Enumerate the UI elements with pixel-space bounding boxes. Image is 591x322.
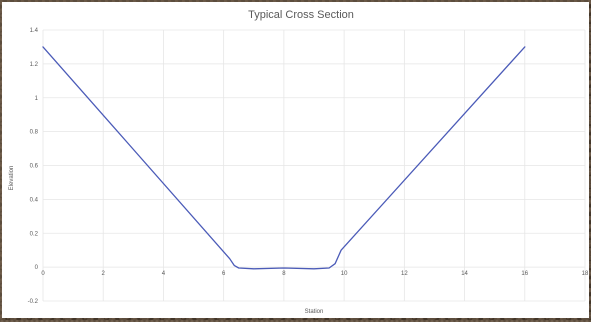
x-axis-title: Station: [305, 309, 324, 315]
x-tick-label: 8: [282, 271, 286, 277]
y-tick-label: 0.8: [30, 130, 39, 136]
x-tick-label: 2: [102, 271, 106, 277]
y-axis-title: Elevation: [9, 166, 15, 191]
x-tick-label: 14: [461, 271, 468, 277]
y-tick-label: 1: [35, 96, 39, 102]
cross-section-chart: -0.200.20.40.60.811.21.40 2 4 6 8 10 12 14 16 18 …: [2, 2, 589, 318]
x-tick-label: 10: [341, 271, 348, 277]
y-tick-label: 0.2: [30, 231, 39, 237]
x-tick-label: 4: [162, 271, 166, 277]
y-tick-label: 0: [35, 265, 39, 271]
y-tick-label: 0.6: [30, 164, 39, 170]
x-tick-label: 6: [222, 271, 226, 277]
chart-panel: -0.2 0 0.2 0.4 0.6 0.8 1 1.2 1.4 0 2 4 6 8 10 12 14 16 18 …: [2, 2, 589, 318]
y-tick-label: -0.2: [28, 299, 39, 305]
y-tick-label: 1.2: [30, 62, 39, 68]
x-tick-label: 16: [521, 271, 528, 277]
x-tick-label: 18: [582, 271, 589, 277]
x-tick-label: 0: [41, 271, 45, 277]
x-tick-label: 12: [401, 271, 408, 277]
chart-title: Typical Cross Section: [248, 9, 354, 21]
y-tick-label: 0.4: [30, 197, 39, 203]
y-tick-label: 1.4: [30, 28, 39, 34]
